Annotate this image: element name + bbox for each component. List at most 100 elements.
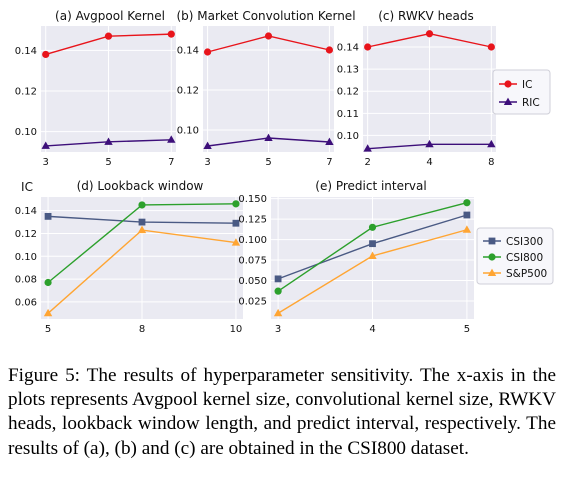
subplot-title: (d) Lookback window: [77, 179, 204, 193]
legend-label: IC: [522, 79, 532, 91]
subplot-b: 3 5 7 0.10 0.12 0.14 (b) Market Convolution Ke…: [176, 9, 355, 168]
y-tick-label: 0.10: [337, 131, 359, 142]
x-tick-label: 5: [105, 157, 111, 168]
data-point: [232, 219, 240, 227]
y-tick-label: 0.150: [238, 194, 267, 205]
x-tick-label: 7: [168, 157, 174, 168]
legend-label: CSI800: [506, 252, 543, 264]
x-tick-label: 8: [139, 324, 145, 335]
data-point: [463, 211, 471, 219]
data-point: [232, 200, 240, 208]
data-point: [264, 32, 273, 40]
y-tick-label: 0.125: [238, 215, 267, 226]
data-point: [43, 308, 53, 317]
data-point: [44, 278, 52, 287]
legend-box: [476, 227, 554, 285]
data-point: [369, 240, 376, 248]
data-point: [138, 201, 146, 209]
y-tick-label: 0.11: [337, 109, 359, 120]
data-point: [325, 46, 334, 54]
data-point: [463, 199, 471, 207]
x-tick-label: 5: [45, 324, 51, 335]
data-point: [41, 141, 50, 149]
data-point: [167, 135, 176, 143]
y-tick-label: 0.08: [15, 275, 37, 286]
data-point: [203, 141, 212, 149]
legend-label: CSI300: [506, 236, 543, 248]
data-point: [368, 251, 377, 259]
subplot-a: 3 5 7 0.10 0.12 0.14 (a) Avgpool Kernel: [15, 9, 176, 168]
y-tick-label: 0.14: [337, 43, 359, 54]
data-point: [273, 308, 283, 317]
x-tick-label: 3: [204, 157, 210, 168]
data-point: [368, 223, 377, 231]
legend-marker: [488, 237, 496, 245]
data-point: [138, 218, 146, 226]
legend-marker: [487, 268, 497, 276]
data-point: [487, 43, 495, 51]
data-point: [363, 144, 372, 152]
legend-label: S&P500: [506, 268, 547, 280]
y-tick-label: 0.14: [15, 206, 37, 217]
data-point: [231, 238, 241, 246]
subplot-e: 3 4 5 0.025 0.050 0.075 0.100 0.125 0.150 (e) Pre…: [238, 179, 474, 335]
x-tick-label: 8: [488, 157, 494, 168]
data-point: [42, 50, 50, 59]
x-tick-label: 7: [326, 157, 332, 168]
data-point: [274, 287, 282, 295]
legend-marker: [488, 253, 496, 261]
data-point: [104, 137, 113, 145]
data-point: [44, 212, 52, 220]
y-axis-label: IC: [21, 180, 33, 194]
data-point: [264, 133, 273, 141]
y-tick-label: 0.12: [337, 87, 359, 98]
subplot-title: (a) Avgpool Kernel: [55, 9, 165, 23]
y-tick-label: 0.025: [238, 296, 267, 307]
figure-caption: Figure 5: The results of hyperparameter …: [8, 365, 556, 459]
subplot-title: (b) Market Convolution Kernel: [176, 9, 355, 23]
charts-canvas: 3 5 7 0.10 0.12 0.14 (a) Avgpool Kernel 3 5 7 0.10…: [15, 9, 554, 335]
data-point: [325, 137, 334, 145]
legend-marker: [503, 97, 513, 105]
x-tick-label: 3: [43, 157, 49, 168]
data-point: [487, 139, 496, 148]
legend-bottom: CSI300 CSI800 S&P500: [476, 227, 554, 285]
x-tick-label: 3: [275, 324, 281, 335]
subplot-d: 5 8 10 0.06 0.08 0.10 0.12 0.14 (d) Lookback win…: [15, 179, 243, 335]
y-tick-label: 0.14: [15, 46, 37, 57]
data-point: [274, 275, 282, 283]
data-point: [203, 48, 212, 56]
y-tick-label: 0.13: [337, 65, 359, 76]
data-point: [425, 30, 434, 38]
data-point: [364, 43, 372, 51]
y-tick-label: 0.10: [177, 126, 199, 137]
x-tick-label: 5: [464, 324, 470, 335]
data-point: [462, 225, 472, 233]
y-tick-label: 0.14: [177, 46, 199, 57]
x-tick-label: 2: [364, 157, 370, 168]
data-point: [425, 139, 434, 148]
legend-top: IC RIC: [492, 69, 551, 115]
y-tick-label: 0.12: [15, 87, 37, 98]
data-point: [167, 30, 175, 38]
legend-marker: [504, 80, 512, 88]
subplot-c: 2 4 8 0.10 0.11 0.12 0.13 0.14 (c) RWKV heads: [337, 9, 496, 168]
y-tick-label: 0.12: [177, 86, 199, 97]
y-tick-label: 0.06: [15, 297, 37, 308]
data-point: [104, 32, 113, 40]
x-tick-label: 10: [230, 324, 243, 335]
x-tick-label: 5: [265, 157, 271, 168]
data-point: [137, 225, 147, 234]
subplot-title: (e) Predict interval: [315, 179, 426, 193]
x-tick-label: 4: [426, 157, 432, 168]
x-tick-label: 4: [369, 324, 375, 335]
y-tick-label: 0.050: [238, 276, 267, 287]
y-tick-label: 0.12: [15, 229, 37, 240]
y-tick-label: 0.075: [238, 256, 267, 267]
y-tick-label: 0.10: [15, 127, 37, 138]
legend-label: RIC: [522, 97, 540, 109]
y-tick-label: 0.100: [238, 235, 267, 246]
y-tick-label: 0.10: [15, 252, 37, 263]
subplot-title: (c) RWKV heads: [378, 9, 474, 23]
